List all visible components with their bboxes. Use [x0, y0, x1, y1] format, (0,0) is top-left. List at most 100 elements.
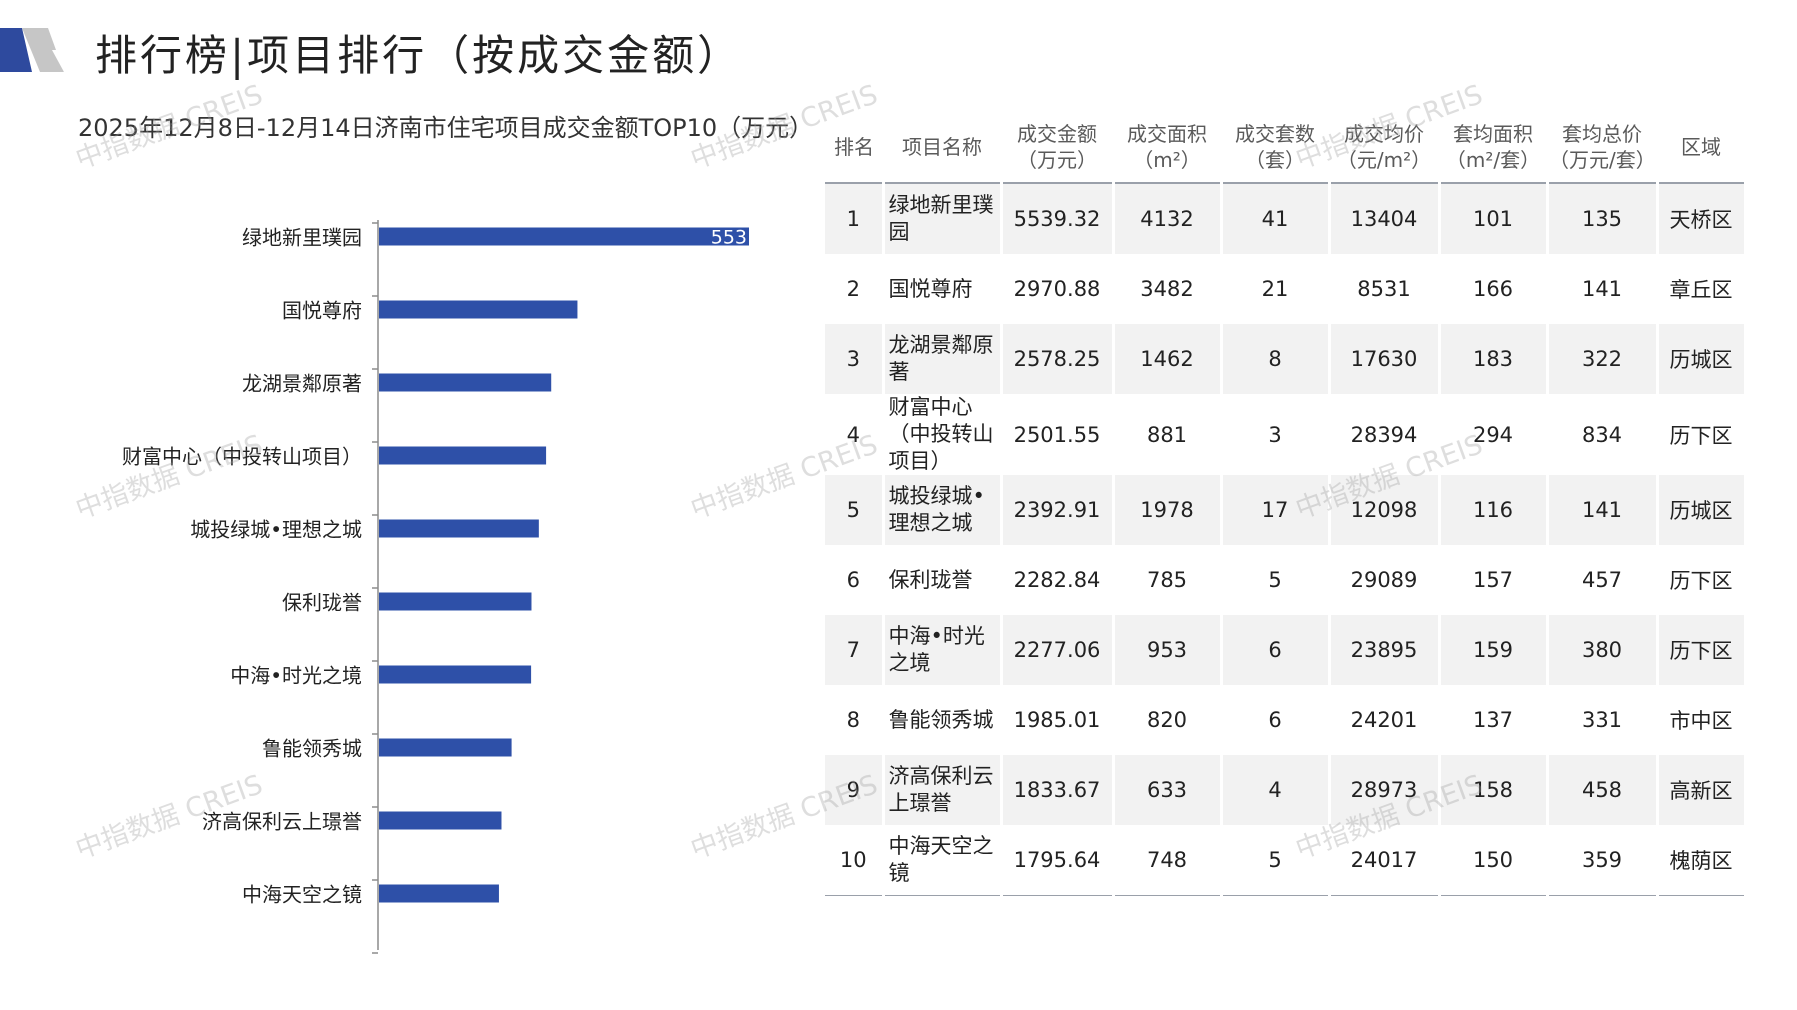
- column-header-line1: 排名: [834, 135, 874, 159]
- column-header-line2: （万元）: [1017, 148, 1097, 172]
- column-header: 成交均价 （元/m²）: [1329, 112, 1439, 183]
- cell-units: 4: [1221, 755, 1331, 825]
- cell-avg-total: 141: [1547, 254, 1659, 324]
- cell-price: 24017: [1329, 825, 1441, 896]
- cell-district: 槐荫区: [1657, 825, 1747, 896]
- cell-district: 历城区: [1657, 324, 1747, 394]
- chart-title: 2025年12月8日-12月14日济南市住宅项目成交金额TOP10（万元）: [78, 114, 814, 142]
- table-row: 1 绿地新里璞园 5539.32 4132 41 13404 101 135 天桥区: [825, 183, 1747, 254]
- page-title: 排行榜|项目排行（按成交金额）: [95, 31, 743, 80]
- cell-area: 953: [1113, 615, 1223, 685]
- cell-avg-total: 457: [1547, 545, 1659, 615]
- cell-avg-total: 834: [1547, 394, 1659, 475]
- ranking-table: 排名 项目名称 成交金额 （万元） 成交面积 （m²） 成交套数 （套） 成交均价 （元/m²）套…: [825, 112, 1747, 896]
- cell-units: 6: [1221, 615, 1331, 685]
- bar: [379, 592, 532, 611]
- cell-avg-area: 116: [1439, 475, 1549, 545]
- cell-amount: 2282.84: [1001, 545, 1115, 615]
- cell-price: 8531: [1329, 254, 1441, 324]
- cell-avg-area: 137: [1439, 685, 1549, 755]
- category-label: 绿地新里璞园: [242, 226, 362, 250]
- cell-name: 国悦尊府: [883, 254, 1003, 324]
- cell-area: 820: [1113, 685, 1223, 755]
- cell-avg-total: 141: [1547, 475, 1659, 545]
- cell-price: 17630: [1329, 324, 1441, 394]
- cell-rank: 8: [825, 685, 885, 755]
- cell-avg-area: 159: [1439, 615, 1549, 685]
- cell-rank: 6: [825, 545, 885, 615]
- cell-units: 3: [1221, 394, 1331, 475]
- cell-district: 历下区: [1657, 615, 1747, 685]
- cell-district: 章丘区: [1657, 254, 1747, 324]
- category-label: 鲁能领秀城: [262, 737, 362, 761]
- cell-rank: 4: [825, 394, 885, 475]
- column-header-line2: （万元/套）: [1549, 148, 1656, 172]
- cell-avg-total: 331: [1547, 685, 1659, 755]
- cell-district: 高新区: [1657, 755, 1747, 825]
- cell-district: 历下区: [1657, 394, 1747, 475]
- table-row: 7 中海•时光之境 2277.06 953 6 23895 159 380 历下区: [825, 615, 1747, 685]
- cell-name: 绿地新里璞园: [883, 183, 1003, 254]
- table-row: 5 城投绿城•理想之城 2392.91 1978 17 12098 116 141 历城区: [825, 475, 1747, 545]
- bar: [379, 446, 547, 465]
- category-label: 国悦尊府: [282, 299, 362, 323]
- cell-price: 13404: [1329, 183, 1441, 254]
- bar: [379, 519, 539, 538]
- cell-price: 28973: [1329, 755, 1441, 825]
- column-header: 成交金额 （万元）: [1001, 112, 1113, 183]
- cell-avg-total: 380: [1547, 615, 1659, 685]
- cell-units: 5: [1221, 545, 1331, 615]
- cell-amount: 2970.88: [1001, 254, 1115, 324]
- cell-name: 城投绿城•理想之城: [883, 475, 1003, 545]
- column-header-line1: 成交面积: [1127, 122, 1207, 146]
- cell-avg-area: 158: [1439, 755, 1549, 825]
- cell-area: 785: [1113, 545, 1223, 615]
- cell-avg-total: 322: [1547, 324, 1659, 394]
- cell-avg-area: 183: [1439, 324, 1549, 394]
- cell-area: 1978: [1113, 475, 1223, 545]
- column-header-line1: 套均总价: [1562, 122, 1642, 146]
- cell-district: 历下区: [1657, 545, 1747, 615]
- cell-units: 5: [1221, 825, 1331, 896]
- column-header-line1: 成交均价: [1344, 122, 1424, 146]
- category-label: 中海•时光之境: [230, 664, 362, 688]
- column-header-line2: （m²/套）: [1445, 148, 1541, 172]
- table-row: 6 保利珑誉 2282.84 785 5 29089 157 457 历下区: [825, 545, 1747, 615]
- cell-district: 历城区: [1657, 475, 1747, 545]
- data-label: 553: [711, 227, 747, 249]
- table-row: 10 中海天空之镜 1795.64 748 5 24017 150 359 槐荫区: [825, 825, 1747, 896]
- column-header-line1: 套均面积: [1453, 122, 1533, 146]
- cell-price: 28394: [1329, 394, 1441, 475]
- cell-avg-total: 135: [1547, 183, 1659, 254]
- cell-price: 23895: [1329, 615, 1441, 685]
- bar: [379, 738, 512, 757]
- cell-name: 济高保利云上璟誉: [883, 755, 1003, 825]
- cell-area: 633: [1113, 755, 1223, 825]
- cell-name: 保利珑誉: [883, 545, 1003, 615]
- bar: [379, 373, 552, 392]
- cell-price: 12098: [1329, 475, 1441, 545]
- category-label: 龙湖景鄰原著: [242, 372, 362, 396]
- table-row: 4 财富中心（中投转山项目） 2501.55 881 3 28394 294 834 历下区: [825, 394, 1747, 475]
- logo-dark-shape: [52, 50, 78, 72]
- cell-amount: 1833.67: [1001, 755, 1115, 825]
- column-header: 套均面积 （m²/套）: [1439, 112, 1547, 183]
- column-header-line2: （元/m²）: [1336, 148, 1432, 172]
- column-header-line2: （套）: [1245, 148, 1305, 172]
- logo-blue-shape: [0, 28, 32, 72]
- cell-avg-area: 157: [1439, 545, 1549, 615]
- cell-rank: 3: [825, 324, 885, 394]
- category-label: 中海天空之镜: [242, 883, 362, 907]
- cell-name: 龙湖景鄰原著: [883, 324, 1003, 394]
- column-header-line1: 成交金额: [1017, 122, 1097, 146]
- cell-rank: 7: [825, 615, 885, 685]
- cell-rank: 9: [825, 755, 885, 825]
- column-header-line1: 成交套数: [1235, 122, 1315, 146]
- cell-avg-total: 458: [1547, 755, 1659, 825]
- cell-amount: 1795.64: [1001, 825, 1115, 896]
- cell-avg-area: 150: [1439, 825, 1549, 896]
- cell-units: 17: [1221, 475, 1331, 545]
- cell-price: 29089: [1329, 545, 1441, 615]
- column-header: 项目名称: [883, 112, 1001, 183]
